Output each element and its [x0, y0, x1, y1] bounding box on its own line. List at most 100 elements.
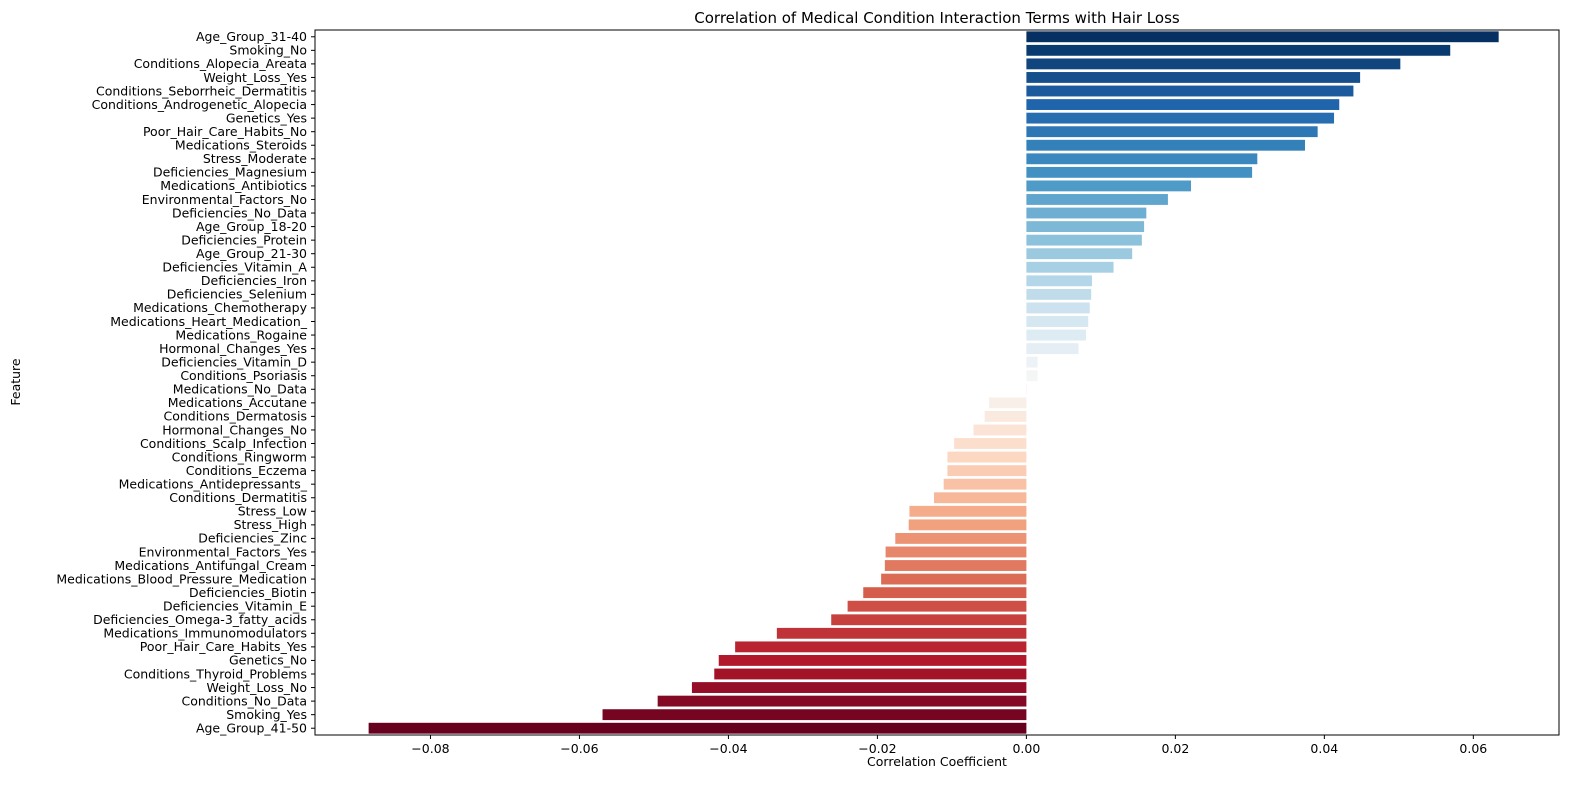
bar — [1026, 112, 1335, 124]
y-tick-label: Medications_Immunomodulators — [103, 626, 307, 641]
y-tick-label: Stress_Moderate — [203, 151, 307, 166]
bar — [657, 695, 1027, 707]
bar — [714, 668, 1027, 680]
y-tick-label: Medications_Rogaine — [175, 327, 307, 342]
bar — [1026, 207, 1147, 219]
y-tick-label: Deficiencies_Iron — [201, 273, 307, 288]
y-tick-label: Medications_Chemotherapy — [133, 300, 308, 315]
x-tick-label: −0.06 — [560, 741, 598, 756]
bar — [602, 709, 1027, 721]
bar — [847, 600, 1027, 612]
y-tick-label: Conditions_Dermatitis — [169, 490, 307, 505]
x-tick-label: −0.08 — [411, 741, 449, 756]
bar — [863, 587, 1027, 599]
bar — [1026, 166, 1253, 178]
bar — [908, 519, 1027, 531]
y-tick-label: Conditions_Scalp_Infection — [140, 436, 307, 451]
y-tick-label: Medications_Antibiotics — [160, 178, 307, 193]
bar — [1026, 126, 1318, 138]
bar — [1026, 288, 1092, 300]
bar — [1026, 72, 1361, 83]
y-tick-label: Stress_Low — [238, 504, 307, 519]
bar — [947, 451, 1027, 463]
y-tick-label: Age_Group_21-30 — [196, 246, 307, 261]
y-tick-label: Weight_Loss_Yes — [203, 70, 307, 85]
y-tick-label: Deficiencies_Vitamin_D — [161, 354, 307, 369]
bar — [691, 682, 1027, 693]
y-tick-label: Conditions_Seborrheic_Dermatitis — [96, 83, 307, 98]
y-tick-label: Poor_Hair_Care_Habits_Yes — [140, 639, 307, 654]
y-axis-ticks: Age_Group_31-40Smoking_NoConditions_Alop… — [56, 29, 315, 736]
y-tick-label: Deficiencies_Biotin — [189, 585, 307, 600]
bar — [954, 438, 1027, 449]
bar — [989, 397, 1027, 409]
bar — [1026, 356, 1038, 368]
bar — [1026, 248, 1133, 260]
bar — [735, 641, 1027, 653]
y-tick-label: Genetics_No — [229, 653, 307, 668]
bar — [934, 492, 1027, 504]
bar — [885, 546, 1027, 558]
y-tick-label: Conditions_Thyroid_Problems — [124, 666, 307, 681]
y-tick-label: Deficiencies_Protein — [181, 232, 307, 247]
y-tick-label: Age_Group_31-40 — [196, 29, 307, 44]
y-tick-label: Medications_Antidepressants_ — [119, 476, 308, 491]
bar — [1026, 221, 1145, 233]
plot-frame — [314, 29, 1560, 736]
bar — [1026, 58, 1401, 70]
bar — [1026, 302, 1090, 314]
x-tick-label: 0.00 — [1012, 741, 1040, 756]
bar — [881, 573, 1027, 585]
bar — [1026, 44, 1451, 56]
bar — [1026, 180, 1192, 192]
chart-title: Correlation of Medical Condition Interac… — [694, 9, 1180, 27]
y-tick-label: Conditions_Ringworm — [172, 449, 307, 464]
y-tick-label: Conditions_Psoriasis — [180, 368, 307, 383]
bar — [368, 722, 1027, 734]
bar — [1026, 383, 1027, 395]
y-tick-label: Environmental_Factors_Yes — [139, 544, 307, 559]
bar — [1026, 194, 1168, 205]
y-tick-label: Smoking_No — [229, 43, 307, 58]
bar — [776, 627, 1027, 639]
bar — [984, 410, 1027, 422]
bar — [1026, 99, 1340, 110]
y-tick-label: Conditions_Androgenetic_Alopecia — [92, 97, 307, 112]
x-tick-label: −0.02 — [858, 741, 896, 756]
y-tick-label: Deficiencies_No_Data — [172, 205, 307, 220]
y-tick-label: Weight_Loss_No — [207, 680, 307, 695]
y-tick-label: Conditions_Alopecia_Areata — [134, 56, 307, 71]
bar — [1026, 261, 1114, 273]
bar — [909, 505, 1027, 517]
y-tick-label: Deficiencies_Zinc — [198, 531, 307, 546]
bar — [1026, 153, 1258, 165]
bar — [718, 655, 1027, 666]
y-axis-title: Feature — [8, 358, 23, 406]
y-tick-label: Medications_Blood_Pressure_Medication — [56, 571, 307, 586]
bar — [895, 532, 1027, 544]
bar — [1026, 85, 1354, 97]
bar — [831, 614, 1027, 626]
y-tick-label: Stress_High — [234, 517, 307, 532]
y-tick-label: Conditions_Dermatosis — [163, 409, 307, 424]
y-tick-label: Smoking_Yes — [226, 707, 307, 722]
x-tick-label: −0.04 — [709, 741, 747, 756]
bar — [1026, 316, 1089, 327]
y-tick-label: Deficiencies_Selenium — [167, 287, 307, 302]
y-tick-label: Hormonal_Changes_No — [162, 422, 307, 437]
y-tick-label: Hormonal_Changes_Yes — [159, 341, 307, 356]
y-tick-label: Deficiencies_Vitamin_A — [162, 260, 307, 275]
bar — [1026, 329, 1086, 341]
y-tick-label: Medications_Antifungal_Cream — [114, 558, 307, 573]
y-tick-label: Age_Group_41-50 — [196, 721, 307, 736]
bar — [1026, 139, 1305, 151]
x-tick-label: 0.04 — [1310, 741, 1338, 756]
bar — [973, 424, 1027, 436]
bar — [943, 478, 1027, 490]
bar — [1026, 275, 1092, 287]
y-tick-label: Genetics_Yes — [226, 110, 307, 125]
y-tick-label: Conditions_No_Data — [181, 693, 307, 708]
x-tick-label: 0.02 — [1161, 741, 1189, 756]
y-tick-label: Deficiencies_Omega-3_fatty_acids — [93, 612, 307, 627]
